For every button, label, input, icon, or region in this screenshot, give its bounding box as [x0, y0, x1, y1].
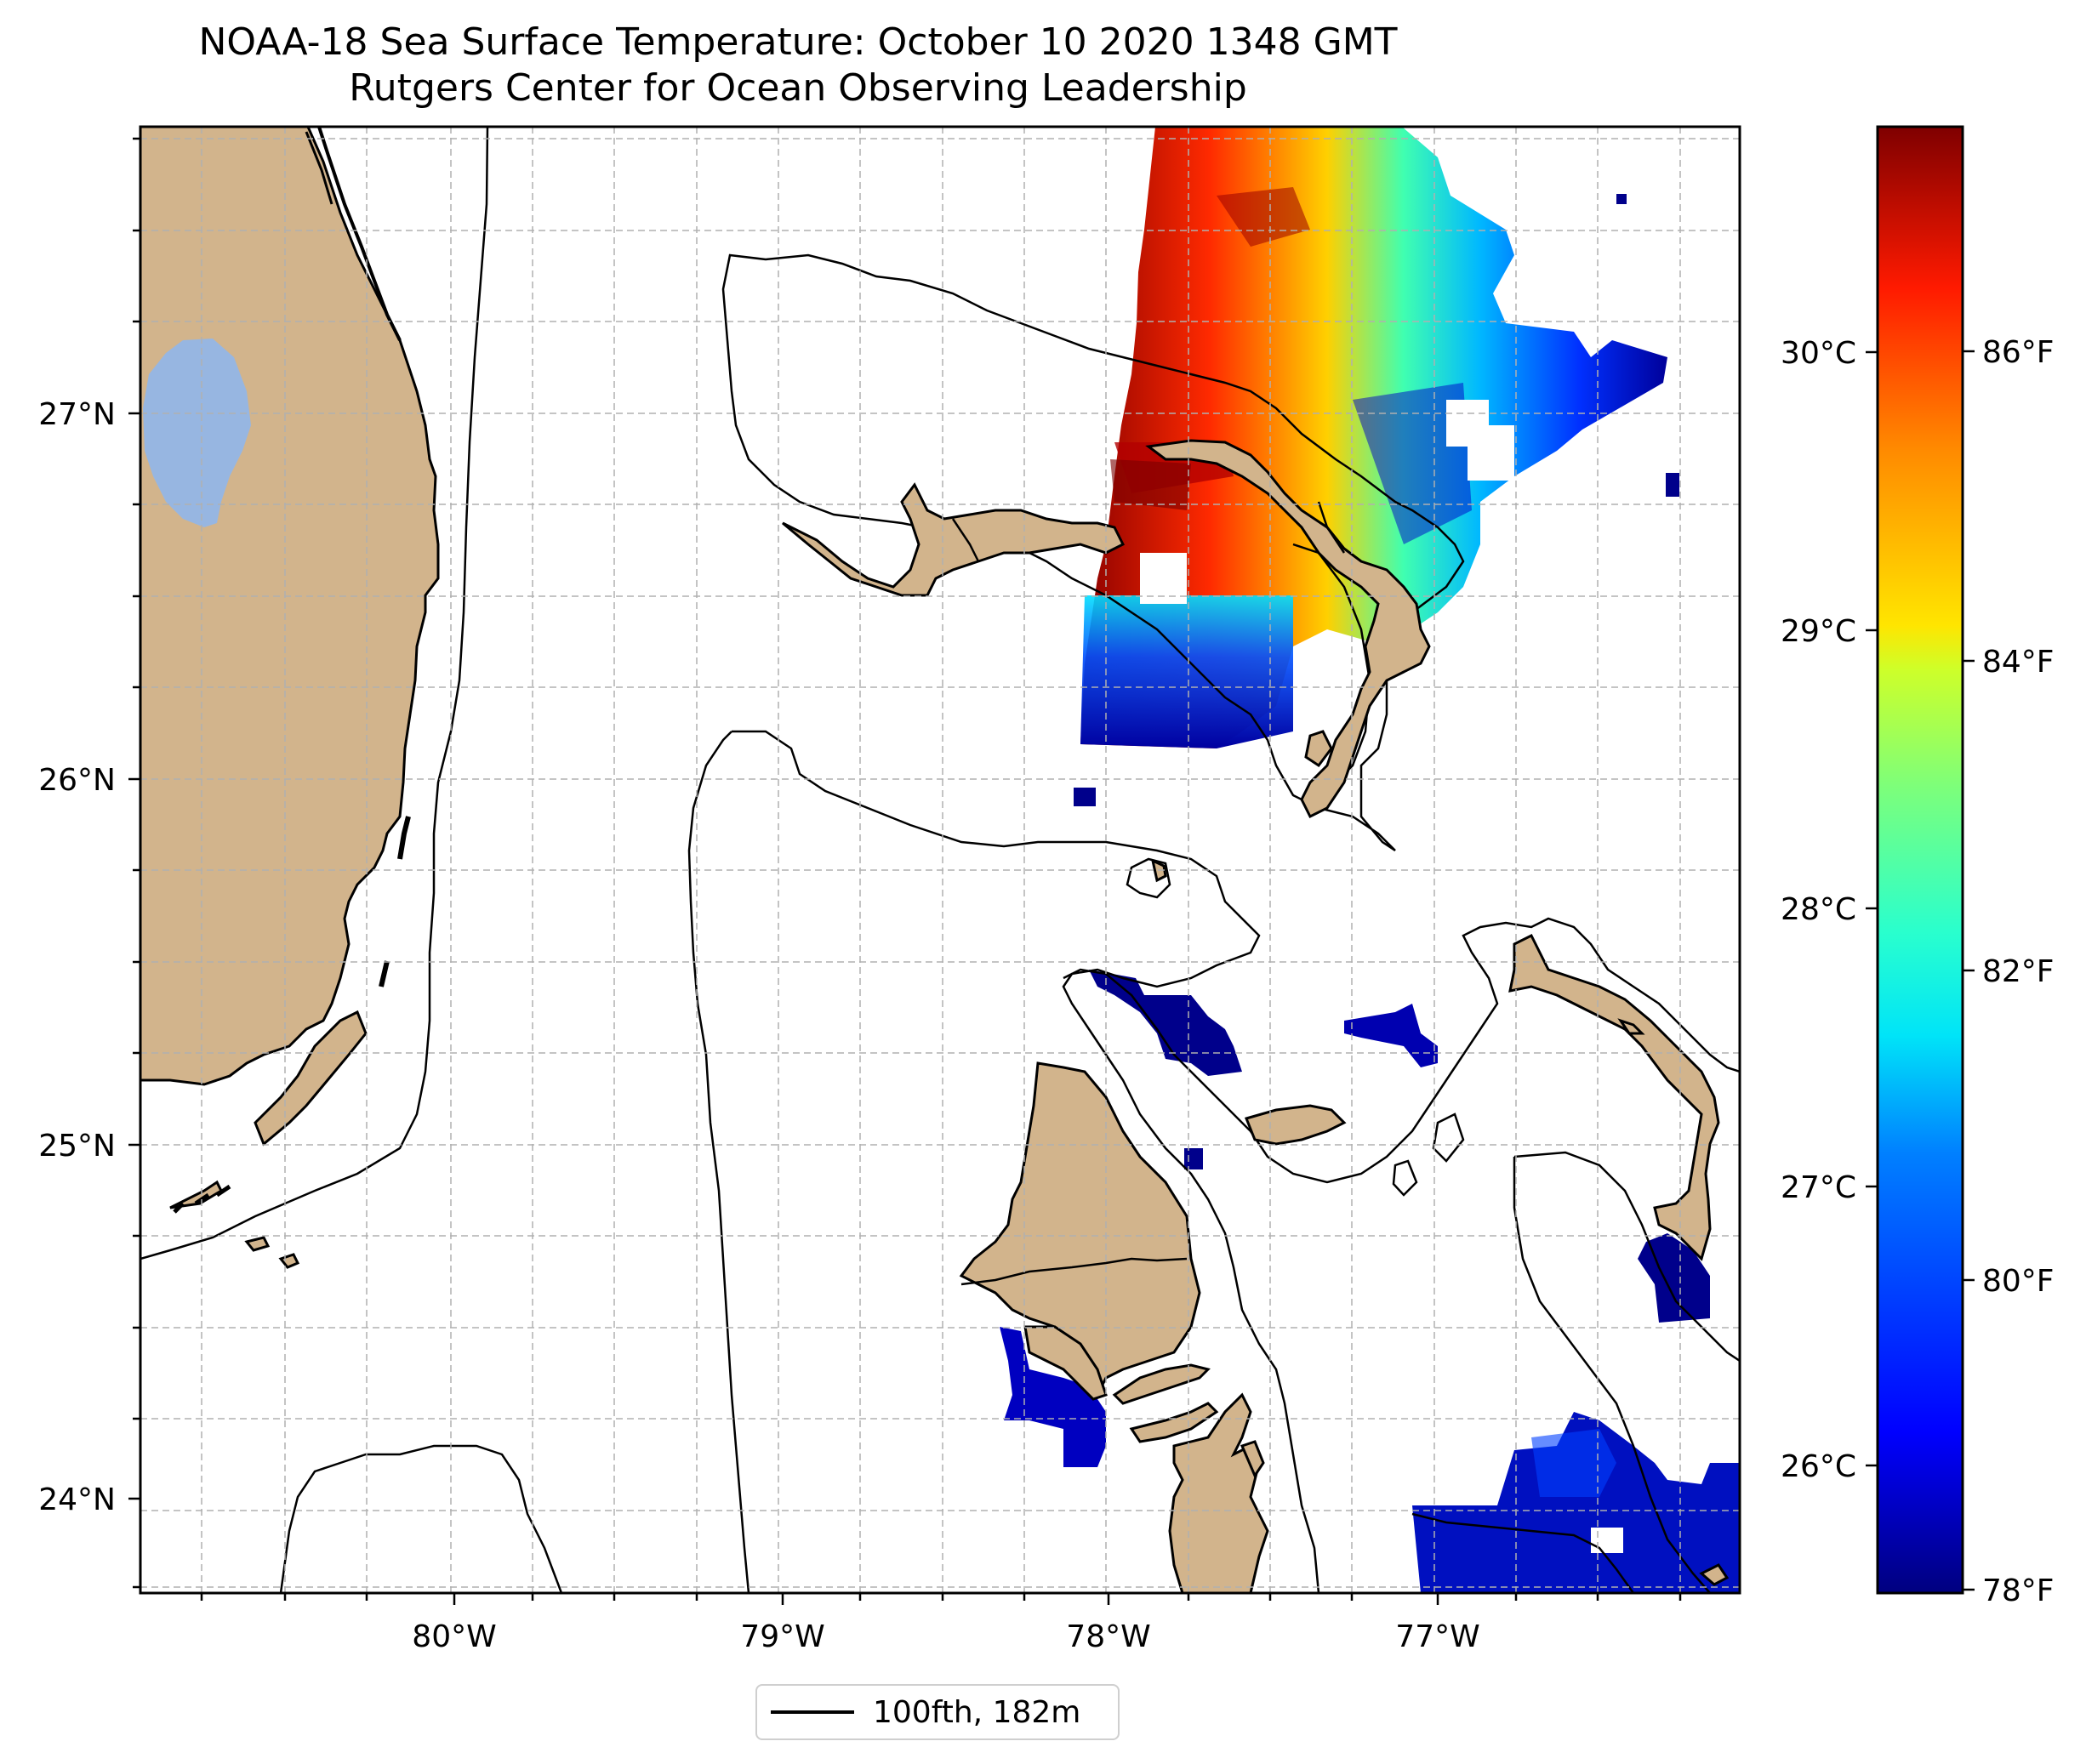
isobath-100fth: [140, 127, 1740, 1593]
plot-border: [139, 125, 1741, 1595]
lat-tick-label: 26°N: [38, 763, 116, 798]
lon-tick-label: 79°W: [740, 1619, 824, 1654]
colorbar-celsius-label: 27°C: [1781, 1170, 1856, 1205]
colorbar-fahrenheit-label: 80°F: [1982, 1264, 2055, 1299]
colorbar-fahrenheit-label: 86°F: [1982, 335, 2055, 370]
colorbar-fahrenheit-label: 84°F: [1982, 645, 2055, 680]
florida-land: [140, 127, 440, 1214]
axis-ticks: [128, 137, 1682, 1605]
sst-patches-south: [1000, 970, 1740, 1593]
lon-tick-label: 80°W: [412, 1619, 496, 1654]
graticule: [140, 127, 1740, 1593]
island-divisions: [951, 501, 1346, 1286]
colorbar-fahrenheit-label: 78°F: [1982, 1573, 2055, 1608]
map-subtitle: Rutgers Center for Ocean Observing Leade…: [349, 66, 1247, 110]
lat-tick-label: 25°N: [38, 1129, 116, 1164]
colorbar-celsius-label: 28°C: [1781, 892, 1856, 927]
legend-label: 100fth, 182m: [873, 1694, 1081, 1730]
lat-tick-label: 27°N: [38, 397, 116, 432]
colorbar-celsius-label: 30°C: [1781, 336, 1856, 371]
bahamas-islands: [244, 439, 1730, 1593]
lake-okeechobee: [143, 339, 251, 527]
colorbar-celsius-label: 26°C: [1781, 1449, 1856, 1484]
colorbar-fahrenheit-label: 82°F: [1982, 954, 2055, 989]
lon-tick-label: 77°W: [1395, 1619, 1479, 1654]
colorbar-ticks: [1866, 350, 1975, 1591]
map-title: NOAA-18 Sea Surface Temperature: October…: [198, 20, 1398, 64]
lon-tick-label: 78°W: [1066, 1619, 1150, 1654]
legend-line-swatch: [771, 1710, 854, 1714]
lat-tick-label: 24°N: [38, 1482, 116, 1517]
colorbar-gradient: [1876, 125, 1964, 1595]
lon-axis-labels: 80°W 79°W 78°W 77°W: [412, 1619, 1479, 1654]
legend-box: 100fth, 182m: [755, 1684, 1120, 1740]
map-plot-area: [140, 127, 1740, 1593]
colorbar: 30°C 29°C 28°C 27°C 26°C 86°F 84°F 82°F …: [1781, 125, 2055, 1608]
lat-axis-labels: 27°N 26°N 25°N 24°N: [38, 397, 116, 1517]
colorbar-celsius-label: 29°C: [1781, 614, 1856, 649]
